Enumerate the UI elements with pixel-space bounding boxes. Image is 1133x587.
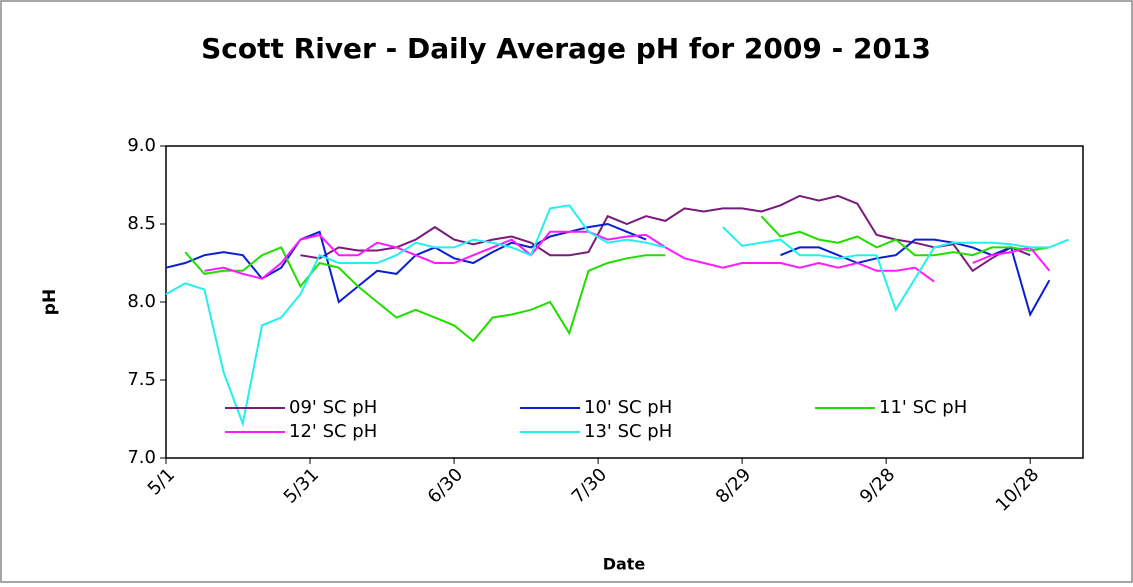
plot-area [165,145,1084,459]
legend-label: 12' SC pH [289,421,377,442]
y-tick-label: 8.0 [127,291,156,312]
series-line [184,215,1050,343]
y-tick-label: 7.0 [127,447,156,468]
x-axis-label: Date [603,555,646,574]
y-tick-label: 7.5 [127,369,156,390]
chart-title: Scott River - Daily Average pH for 2009 … [201,32,931,65]
legend-label: 13' SC pH [584,421,672,442]
series-line [165,204,1069,428]
legend-label: 11' SC pH [879,397,967,418]
y-tick-label: 9.0 [127,135,156,156]
y-axis-label: pH [40,289,60,315]
legend-label: 10' SC pH [584,397,672,418]
series-line [204,230,1051,283]
series-line [300,194,1031,273]
legend-label: 09' SC pH [289,397,377,418]
y-tick-label: 8.5 [127,213,156,234]
